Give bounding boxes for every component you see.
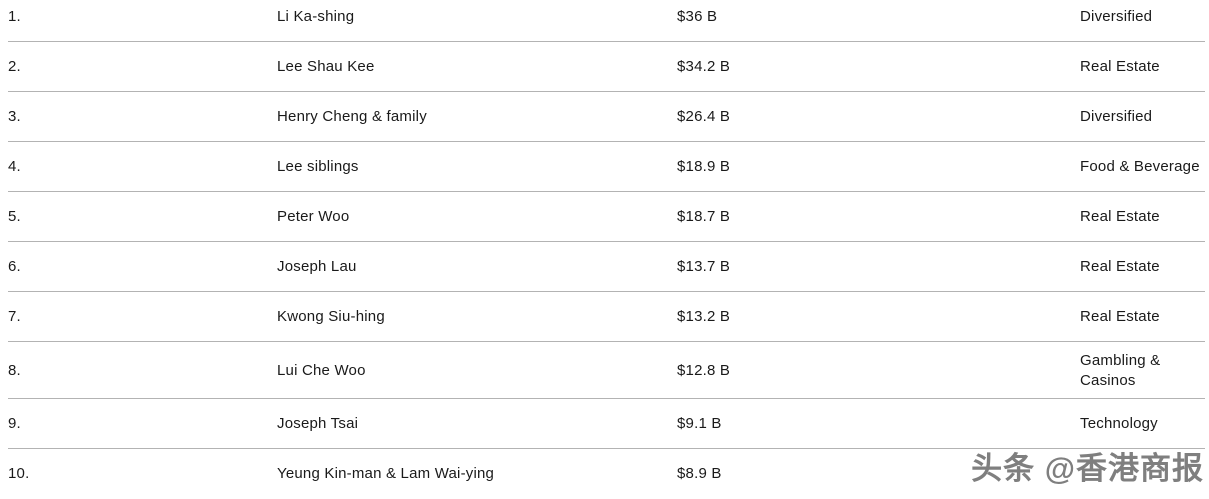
industry-cell: Real Estate bbox=[1080, 208, 1160, 225]
industry-cell: Technology bbox=[1080, 415, 1158, 432]
rank-cell: 3. bbox=[8, 108, 21, 125]
rank-cell: 9. bbox=[8, 415, 21, 432]
name-cell: Joseph Lau bbox=[277, 258, 357, 275]
name-cell: Yeung Kin-man & Lam Wai-ying bbox=[277, 465, 495, 482]
net-worth-cell: $26.4 B bbox=[677, 108, 731, 125]
rank-cell: 6. bbox=[8, 258, 21, 275]
table-row: 4. Lee siblings $18.9 B Food & Beverage bbox=[0, 142, 1209, 192]
table-row: 1. Li Ka-shing $36 B Diversified bbox=[0, 0, 1209, 42]
net-worth-cell: $9.1 B bbox=[677, 415, 722, 432]
table-row: 7. Kwong Siu-hing $13.2 B Real Estate bbox=[0, 292, 1209, 342]
industry-cell: Real Estate bbox=[1080, 308, 1160, 325]
table-row: 10. Yeung Kin-man & Lam Wai-ying $8.9 B bbox=[0, 449, 1209, 499]
name-cell: Li Ka-shing bbox=[277, 8, 355, 25]
name-cell: Henry Cheng & family bbox=[277, 108, 427, 125]
net-worth-cell: $18.7 B bbox=[677, 208, 731, 225]
name-cell: Kwong Siu-hing bbox=[277, 308, 385, 325]
name-cell: Joseph Tsai bbox=[277, 415, 359, 432]
industry-cell: Real Estate bbox=[1080, 58, 1160, 75]
name-cell: Lee Shau Kee bbox=[277, 58, 375, 75]
industry-cell: Real Estate bbox=[1080, 258, 1160, 275]
name-cell: Lui Che Woo bbox=[277, 361, 366, 379]
net-worth-cell: $36 B bbox=[677, 8, 718, 25]
rank-cell: 1. bbox=[8, 8, 21, 25]
name-cell: Lee siblings bbox=[277, 158, 359, 175]
net-worth-cell: $34.2 B bbox=[677, 58, 731, 75]
rank-cell: 8. bbox=[8, 361, 21, 379]
rank-cell: 4. bbox=[8, 158, 21, 175]
industry-cell: Gambling & Casinos bbox=[1080, 351, 1161, 389]
table-row: 9. Joseph Tsai $9.1 B Technology bbox=[0, 399, 1209, 449]
net-worth-cell: $13.2 B bbox=[677, 308, 731, 325]
table-row: 8. Lui Che Woo $12.8 B Gambling & Casinos bbox=[0, 342, 1209, 399]
table-row: 2. Lee Shau Kee $34.2 B Real Estate bbox=[0, 42, 1209, 92]
rank-cell: 7. bbox=[8, 308, 21, 325]
net-worth-cell: $18.9 B bbox=[677, 158, 731, 175]
rank-cell: 5. bbox=[8, 208, 21, 225]
industry-cell: Diversified bbox=[1080, 108, 1153, 125]
industry-cell: Diversified bbox=[1080, 8, 1153, 25]
industry-cell: Food & Beverage bbox=[1080, 158, 1200, 175]
net-worth-cell: $13.7 B bbox=[677, 258, 731, 275]
net-worth-cell: $8.9 B bbox=[677, 465, 722, 482]
table-row: 3. Henry Cheng & family $26.4 B Diversified bbox=[0, 92, 1209, 142]
rank-cell: 2. bbox=[8, 58, 21, 75]
rank-cell: 10. bbox=[8, 465, 30, 482]
table-row: 6. Joseph Lau $13.7 B Real Estate bbox=[0, 242, 1209, 292]
name-cell: Peter Woo bbox=[277, 208, 350, 225]
table-row: 5. Peter Woo $18.7 B Real Estate bbox=[0, 192, 1209, 242]
net-worth-cell: $12.8 B bbox=[677, 361, 731, 379]
